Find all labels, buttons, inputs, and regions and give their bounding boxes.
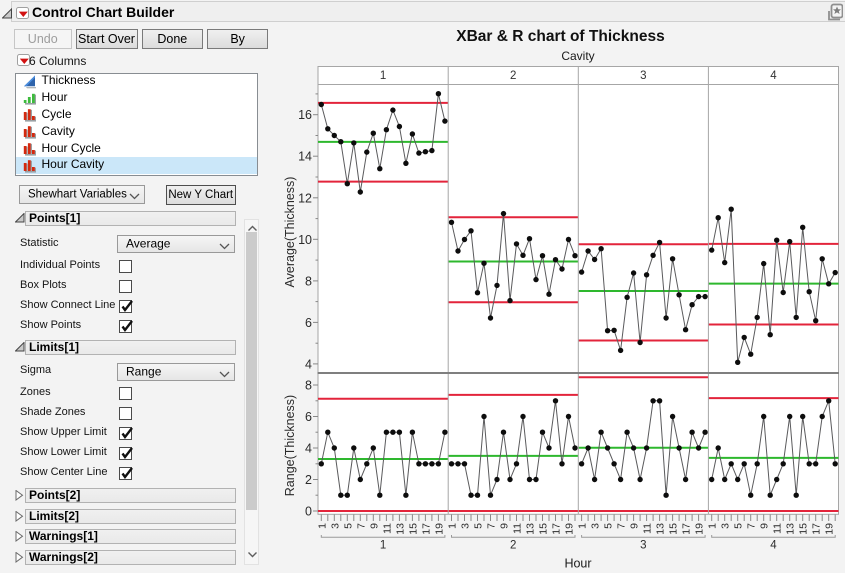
svg-text:13: 13 bbox=[525, 523, 537, 535]
svg-text:19: 19 bbox=[433, 523, 445, 535]
svg-text:12: 12 bbox=[298, 191, 312, 205]
svg-text:11: 11 bbox=[381, 523, 393, 534]
svg-text:5: 5 bbox=[473, 523, 485, 529]
svg-text:2: 2 bbox=[510, 70, 516, 82]
svg-text:7: 7 bbox=[355, 523, 367, 529]
svg-text:17: 17 bbox=[551, 523, 563, 535]
svg-text:17: 17 bbox=[681, 523, 693, 535]
svg-text:11: 11 bbox=[642, 523, 654, 534]
svg-text:1: 1 bbox=[380, 70, 386, 82]
svg-text:3: 3 bbox=[460, 523, 472, 529]
svg-text:6: 6 bbox=[305, 410, 312, 424]
svg-text:16: 16 bbox=[298, 108, 312, 122]
svg-text:0: 0 bbox=[305, 505, 312, 519]
svg-text:13: 13 bbox=[785, 523, 797, 535]
svg-text:15: 15 bbox=[538, 523, 550, 535]
svg-text:9: 9 bbox=[368, 523, 380, 529]
svg-text:19: 19 bbox=[824, 523, 836, 535]
svg-text:13: 13 bbox=[394, 523, 406, 535]
svg-text:5: 5 bbox=[733, 523, 745, 529]
svg-text:19: 19 bbox=[694, 523, 706, 535]
svg-text:17: 17 bbox=[811, 523, 823, 535]
svg-text:7: 7 bbox=[746, 523, 758, 529]
svg-text:Range(Thickness): Range(Thickness) bbox=[283, 395, 297, 496]
svg-text:3: 3 bbox=[590, 523, 602, 529]
svg-text:4: 4 bbox=[770, 70, 777, 82]
svg-text:8: 8 bbox=[305, 274, 312, 288]
svg-text:13: 13 bbox=[655, 523, 667, 535]
svg-text:6: 6 bbox=[305, 316, 312, 330]
svg-text:2: 2 bbox=[305, 473, 312, 487]
svg-text:15: 15 bbox=[668, 523, 680, 535]
svg-text:1: 1 bbox=[707, 523, 719, 529]
svg-text:1: 1 bbox=[447, 523, 459, 529]
svg-text:11: 11 bbox=[512, 523, 524, 534]
svg-text:3: 3 bbox=[720, 523, 732, 529]
svg-text:1: 1 bbox=[577, 523, 589, 529]
svg-text:Hour: Hour bbox=[564, 557, 591, 571]
svg-text:7: 7 bbox=[616, 523, 628, 529]
svg-text:19: 19 bbox=[564, 523, 576, 535]
svg-text:9: 9 bbox=[499, 523, 511, 529]
svg-text:1: 1 bbox=[316, 523, 328, 529]
svg-text:8: 8 bbox=[305, 379, 312, 393]
svg-text:3: 3 bbox=[640, 70, 646, 82]
svg-text:3: 3 bbox=[329, 523, 341, 529]
svg-text:11: 11 bbox=[772, 523, 784, 534]
svg-text:15: 15 bbox=[798, 523, 810, 535]
svg-text:Cavity: Cavity bbox=[561, 49, 594, 63]
svg-text:17: 17 bbox=[420, 523, 432, 535]
svg-text:5: 5 bbox=[342, 523, 354, 529]
svg-text:4: 4 bbox=[305, 357, 312, 371]
svg-text:3: 3 bbox=[640, 540, 646, 552]
svg-text:7: 7 bbox=[486, 523, 498, 529]
svg-text:4: 4 bbox=[770, 540, 777, 552]
svg-text:1: 1 bbox=[380, 540, 386, 552]
svg-text:14: 14 bbox=[298, 150, 312, 164]
svg-text:Average(Thickness): Average(Thickness) bbox=[283, 177, 297, 288]
svg-text:15: 15 bbox=[407, 523, 419, 535]
svg-text:10: 10 bbox=[298, 233, 312, 247]
svg-text:5: 5 bbox=[603, 523, 615, 529]
svg-text:XBar & R chart of Thickness: XBar & R chart of Thickness bbox=[456, 28, 664, 45]
svg-text:9: 9 bbox=[629, 523, 641, 529]
svg-text:9: 9 bbox=[759, 523, 771, 529]
svg-text:2: 2 bbox=[510, 540, 516, 552]
svg-text:4: 4 bbox=[305, 442, 312, 456]
